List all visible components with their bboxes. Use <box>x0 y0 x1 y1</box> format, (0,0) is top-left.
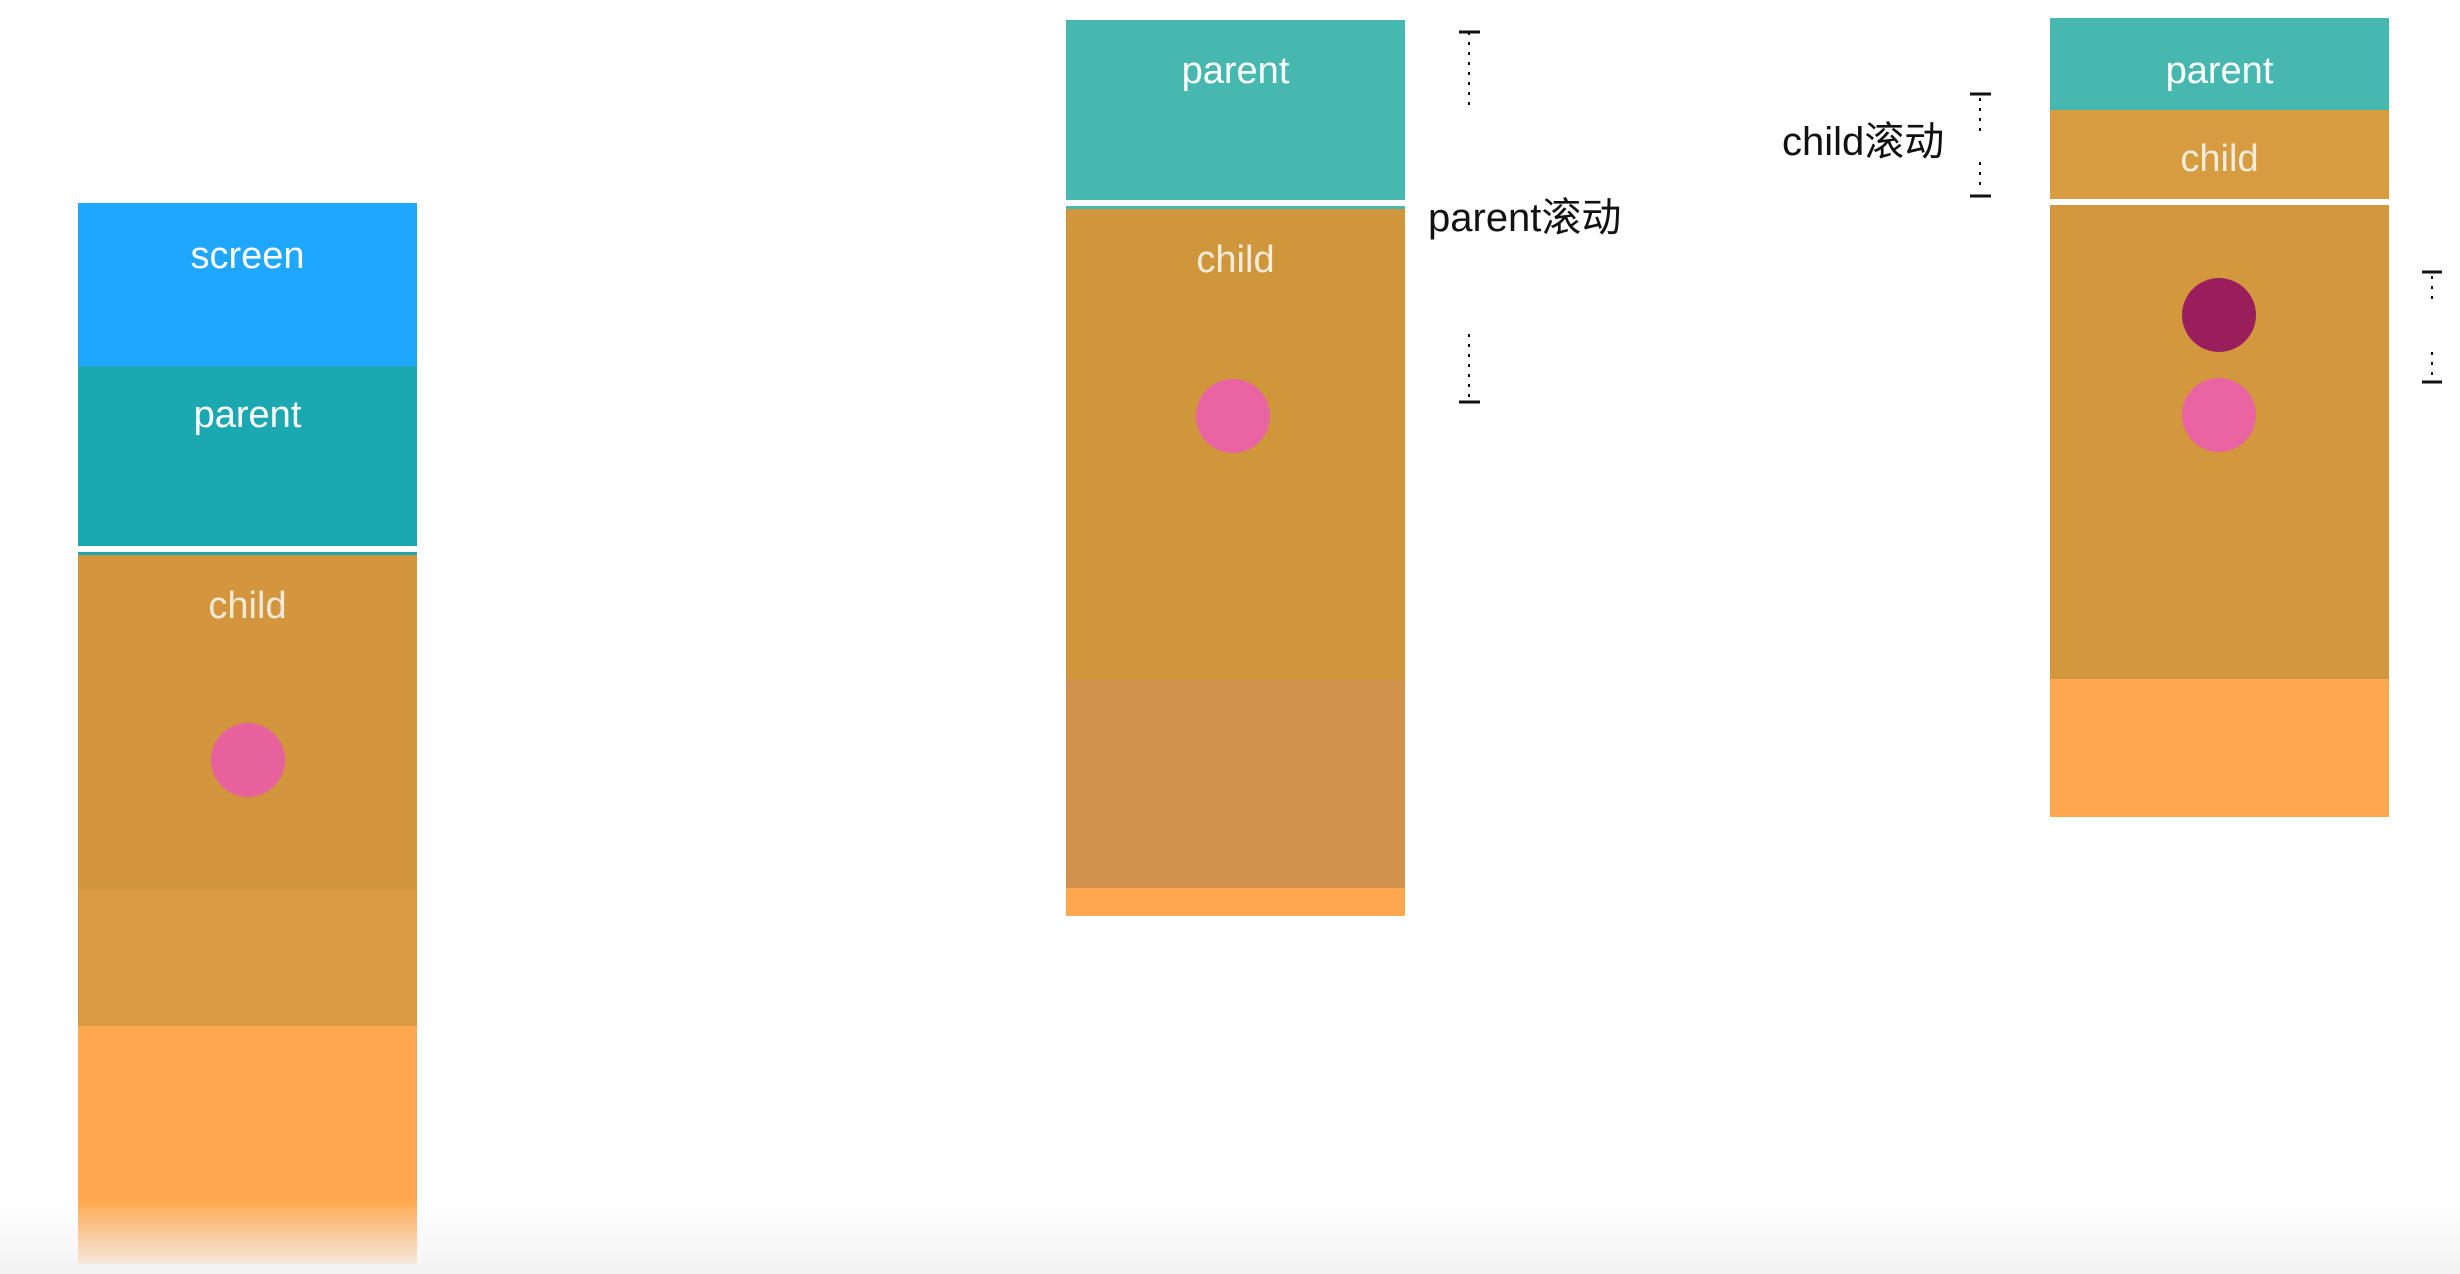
scroll-marker-left <box>1970 92 1991 198</box>
child-divider <box>2050 199 2389 205</box>
parent-rest-block <box>1066 888 1405 916</box>
parent-divider-edge <box>1066 206 1405 209</box>
child-lower-block <box>78 889 417 1026</box>
child-label: child <box>2180 138 2259 180</box>
dark-dot <box>2182 278 2256 352</box>
pink-dot <box>2182 378 2256 452</box>
child-label: child <box>1196 239 1275 281</box>
parent-block: parent <box>1066 20 1405 200</box>
parent-rest-block <box>2050 679 2389 817</box>
child-scroll-annotation: child滚动 <box>1782 120 1945 164</box>
screen-block: screen <box>78 203 417 366</box>
pink-dot <box>211 723 285 797</box>
parent-block: parent <box>78 366 417 546</box>
child-body-block <box>2050 205 2389 679</box>
parent-label: parent <box>2165 50 2274 92</box>
scroll-marker-right <box>2422 270 2442 384</box>
child-block: child <box>78 555 417 889</box>
parent-label: parent <box>1181 50 1290 92</box>
parent-block: parent <box>2050 18 2389 110</box>
parent-scroll-annotation: parent滚动 <box>1428 196 1622 240</box>
child-block: child <box>1066 209 1405 680</box>
bottom-fade <box>0 1200 2460 1274</box>
child-label: child <box>208 585 287 627</box>
scroll-marker-top <box>1459 30 1480 106</box>
parent-divider-edge <box>78 552 417 555</box>
parent-divider <box>78 546 417 552</box>
child-block: child <box>2050 110 2389 199</box>
scroll-marker-bottom <box>1459 334 1480 404</box>
parent-label: parent <box>193 394 302 436</box>
pink-dot <box>1196 379 1270 453</box>
child-lower-block <box>1066 680 1405 888</box>
parent-divider <box>1066 200 1405 206</box>
screen-label: screen <box>190 235 305 277</box>
